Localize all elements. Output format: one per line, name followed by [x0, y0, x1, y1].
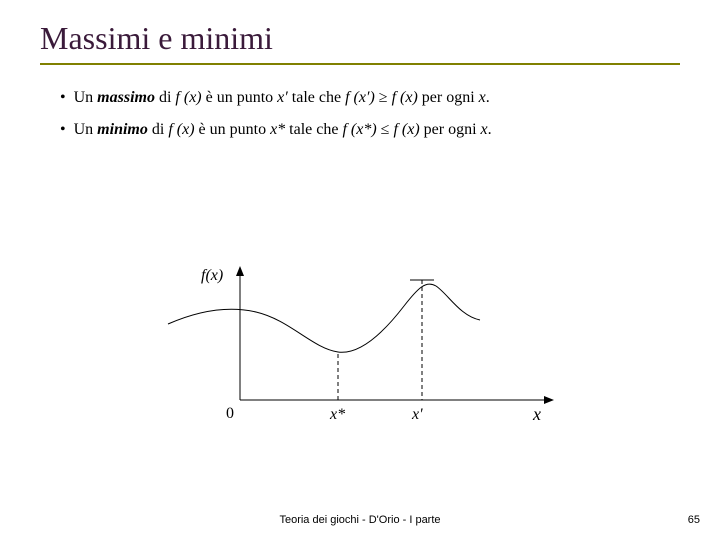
bullet-text: Un massimo di f (x) è un punto x′ tale c… [74, 85, 490, 111]
title-underline [40, 63, 680, 65]
fx-axis-label: f(x) [201, 267, 223, 285]
bullet-marker: • [60, 85, 66, 111]
bullet-list: • Un massimo di f (x) è un punto x′ tale… [60, 85, 680, 142]
xprime-label: x' [412, 406, 423, 424]
slide: Massimi e minimi • Un massimo di f (x) è… [0, 0, 720, 540]
x-axis-label: x [533, 404, 541, 425]
bullet-marker: • [60, 117, 66, 143]
page-number: 65 [688, 514, 700, 526]
footer-text: Teoria dei giochi - D'Orio - I parte [0, 514, 720, 526]
origin-label: 0 [226, 405, 234, 423]
curve [168, 284, 480, 352]
graph-svg [160, 260, 560, 460]
function-graph: f(x) 0 x* x' x [160, 260, 560, 460]
x-axis-arrow [544, 396, 554, 404]
bullet-item: • Un massimo di f (x) è un punto x′ tale… [60, 85, 680, 111]
y-axis-arrow [236, 266, 244, 276]
bullet-text: Un minimo di f (x) è un punto x* tale ch… [74, 117, 492, 143]
xstar-label: x* [330, 406, 345, 424]
slide-title: Massimi e minimi [40, 20, 680, 57]
bullet-item: • Un minimo di f (x) è un punto x* tale … [60, 117, 680, 143]
